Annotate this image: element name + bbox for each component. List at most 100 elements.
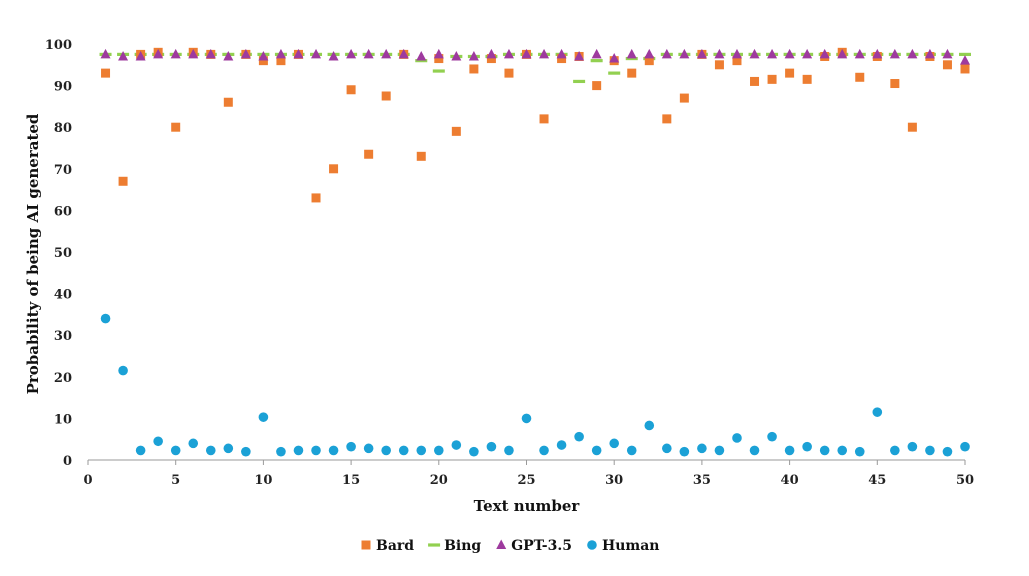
legend-label: Bard	[376, 538, 414, 554]
gpt-3-5-point	[661, 48, 672, 59]
gpt-3-5-point	[574, 50, 585, 61]
human-point	[626, 445, 637, 456]
human-point	[188, 438, 199, 449]
bard-point	[276, 56, 286, 66]
human-point	[118, 365, 128, 376]
y-tick-label: 50	[54, 246, 72, 261]
bard-point	[785, 68, 795, 78]
gpt-3-5-point	[889, 48, 900, 59]
gpt-3-5-point	[381, 48, 392, 59]
gpt-3-5-point	[767, 48, 778, 59]
gpt-3-5-point	[802, 48, 813, 59]
human-point	[714, 445, 725, 456]
human-point	[644, 420, 655, 431]
gpt-3-5-point	[696, 48, 707, 59]
human-point	[697, 443, 707, 454]
bard-point	[504, 68, 514, 78]
gpt-3-5-point	[731, 48, 742, 59]
human-point	[539, 445, 549, 456]
bard-point	[451, 126, 461, 136]
gpt-3-5-point	[100, 48, 111, 59]
gpt-3-5-point	[170, 48, 181, 59]
bard-point	[960, 64, 970, 74]
gpt-3-5-point	[416, 50, 427, 61]
x-tick-label: 40	[781, 473, 799, 488]
bard-point	[539, 114, 549, 124]
human-point	[486, 441, 497, 452]
human-point	[679, 446, 690, 457]
human-point	[346, 441, 356, 452]
human-point	[749, 445, 760, 456]
bard-point	[416, 151, 426, 161]
human-point	[802, 441, 812, 452]
y-tick-label: 70	[54, 163, 72, 178]
human-point	[153, 436, 163, 447]
legend-marker-triangle	[496, 539, 507, 549]
gpt-3-5-point	[433, 48, 444, 59]
y-tick-label: 100	[45, 38, 72, 53]
bing-point	[573, 79, 586, 84]
series-layer	[99, 47, 971, 457]
bing-point	[432, 69, 445, 73]
human-point	[398, 445, 409, 456]
bard-point	[329, 164, 339, 174]
bing-point	[415, 59, 428, 63]
human-point	[100, 313, 111, 324]
human-point	[890, 445, 900, 456]
gpt-3-5-point	[591, 48, 602, 59]
gpt-3-5-point	[609, 53, 620, 63]
legend-label: Bing	[444, 538, 481, 554]
human-point	[854, 446, 865, 457]
gpt-3-5-point	[626, 48, 637, 59]
legend-item-bing: Bing	[428, 538, 481, 554]
human-point	[907, 441, 918, 452]
bing-point	[625, 56, 638, 61]
gpt-3-5-point	[942, 48, 953, 59]
bard-point	[592, 81, 602, 91]
y-tick-label: 30	[54, 329, 72, 344]
gpt-3-5-point	[153, 48, 164, 59]
bard-point	[732, 56, 742, 66]
gpt-3-5-point	[363, 48, 374, 59]
gpt-3-5-point	[346, 48, 357, 59]
human-point	[504, 445, 514, 456]
gpt-3-5-point	[451, 50, 462, 61]
bard-point	[364, 149, 374, 159]
gpt-3-5-point	[539, 48, 550, 59]
human-point	[591, 445, 602, 456]
human-point	[469, 446, 479, 457]
gpt-3-5-point	[293, 48, 304, 59]
gpt-3-5-point	[486, 48, 497, 59]
legend: Bard Bing GPT-3.5 Human	[361, 538, 659, 554]
gpt-3-5-point	[328, 50, 339, 61]
bard-point	[627, 68, 637, 78]
human-point	[960, 441, 970, 452]
gpt-3-5-point	[819, 48, 830, 59]
human-point	[311, 445, 321, 456]
y-tick-label: 40	[54, 288, 72, 303]
legend-label: Human	[602, 538, 659, 554]
bard-point	[486, 54, 496, 64]
human-point	[662, 443, 672, 454]
gpt-3-5-point	[749, 48, 760, 59]
legend-marker-dash	[428, 543, 441, 547]
bard-point	[907, 122, 917, 132]
gpt-3-5-point	[468, 50, 479, 61]
human-point	[556, 440, 567, 450]
gpt-3-5-point	[205, 48, 216, 59]
human-point	[942, 446, 953, 457]
x-tick-label: 10	[254, 473, 272, 488]
human-point	[363, 443, 374, 454]
x-tick-label: 0	[83, 473, 92, 488]
human-point	[328, 445, 339, 456]
human-point	[837, 445, 848, 456]
bard-point	[118, 176, 128, 186]
gpt-3-5-point	[924, 48, 935, 59]
gpt-3-5-point	[275, 48, 286, 59]
bard-point	[346, 85, 356, 95]
gpt-3-5-point	[135, 50, 146, 61]
human-point	[925, 445, 935, 456]
bard-point	[171, 122, 181, 132]
gpt-3-5-point	[223, 50, 234, 61]
x-tick-label: 20	[430, 473, 448, 488]
